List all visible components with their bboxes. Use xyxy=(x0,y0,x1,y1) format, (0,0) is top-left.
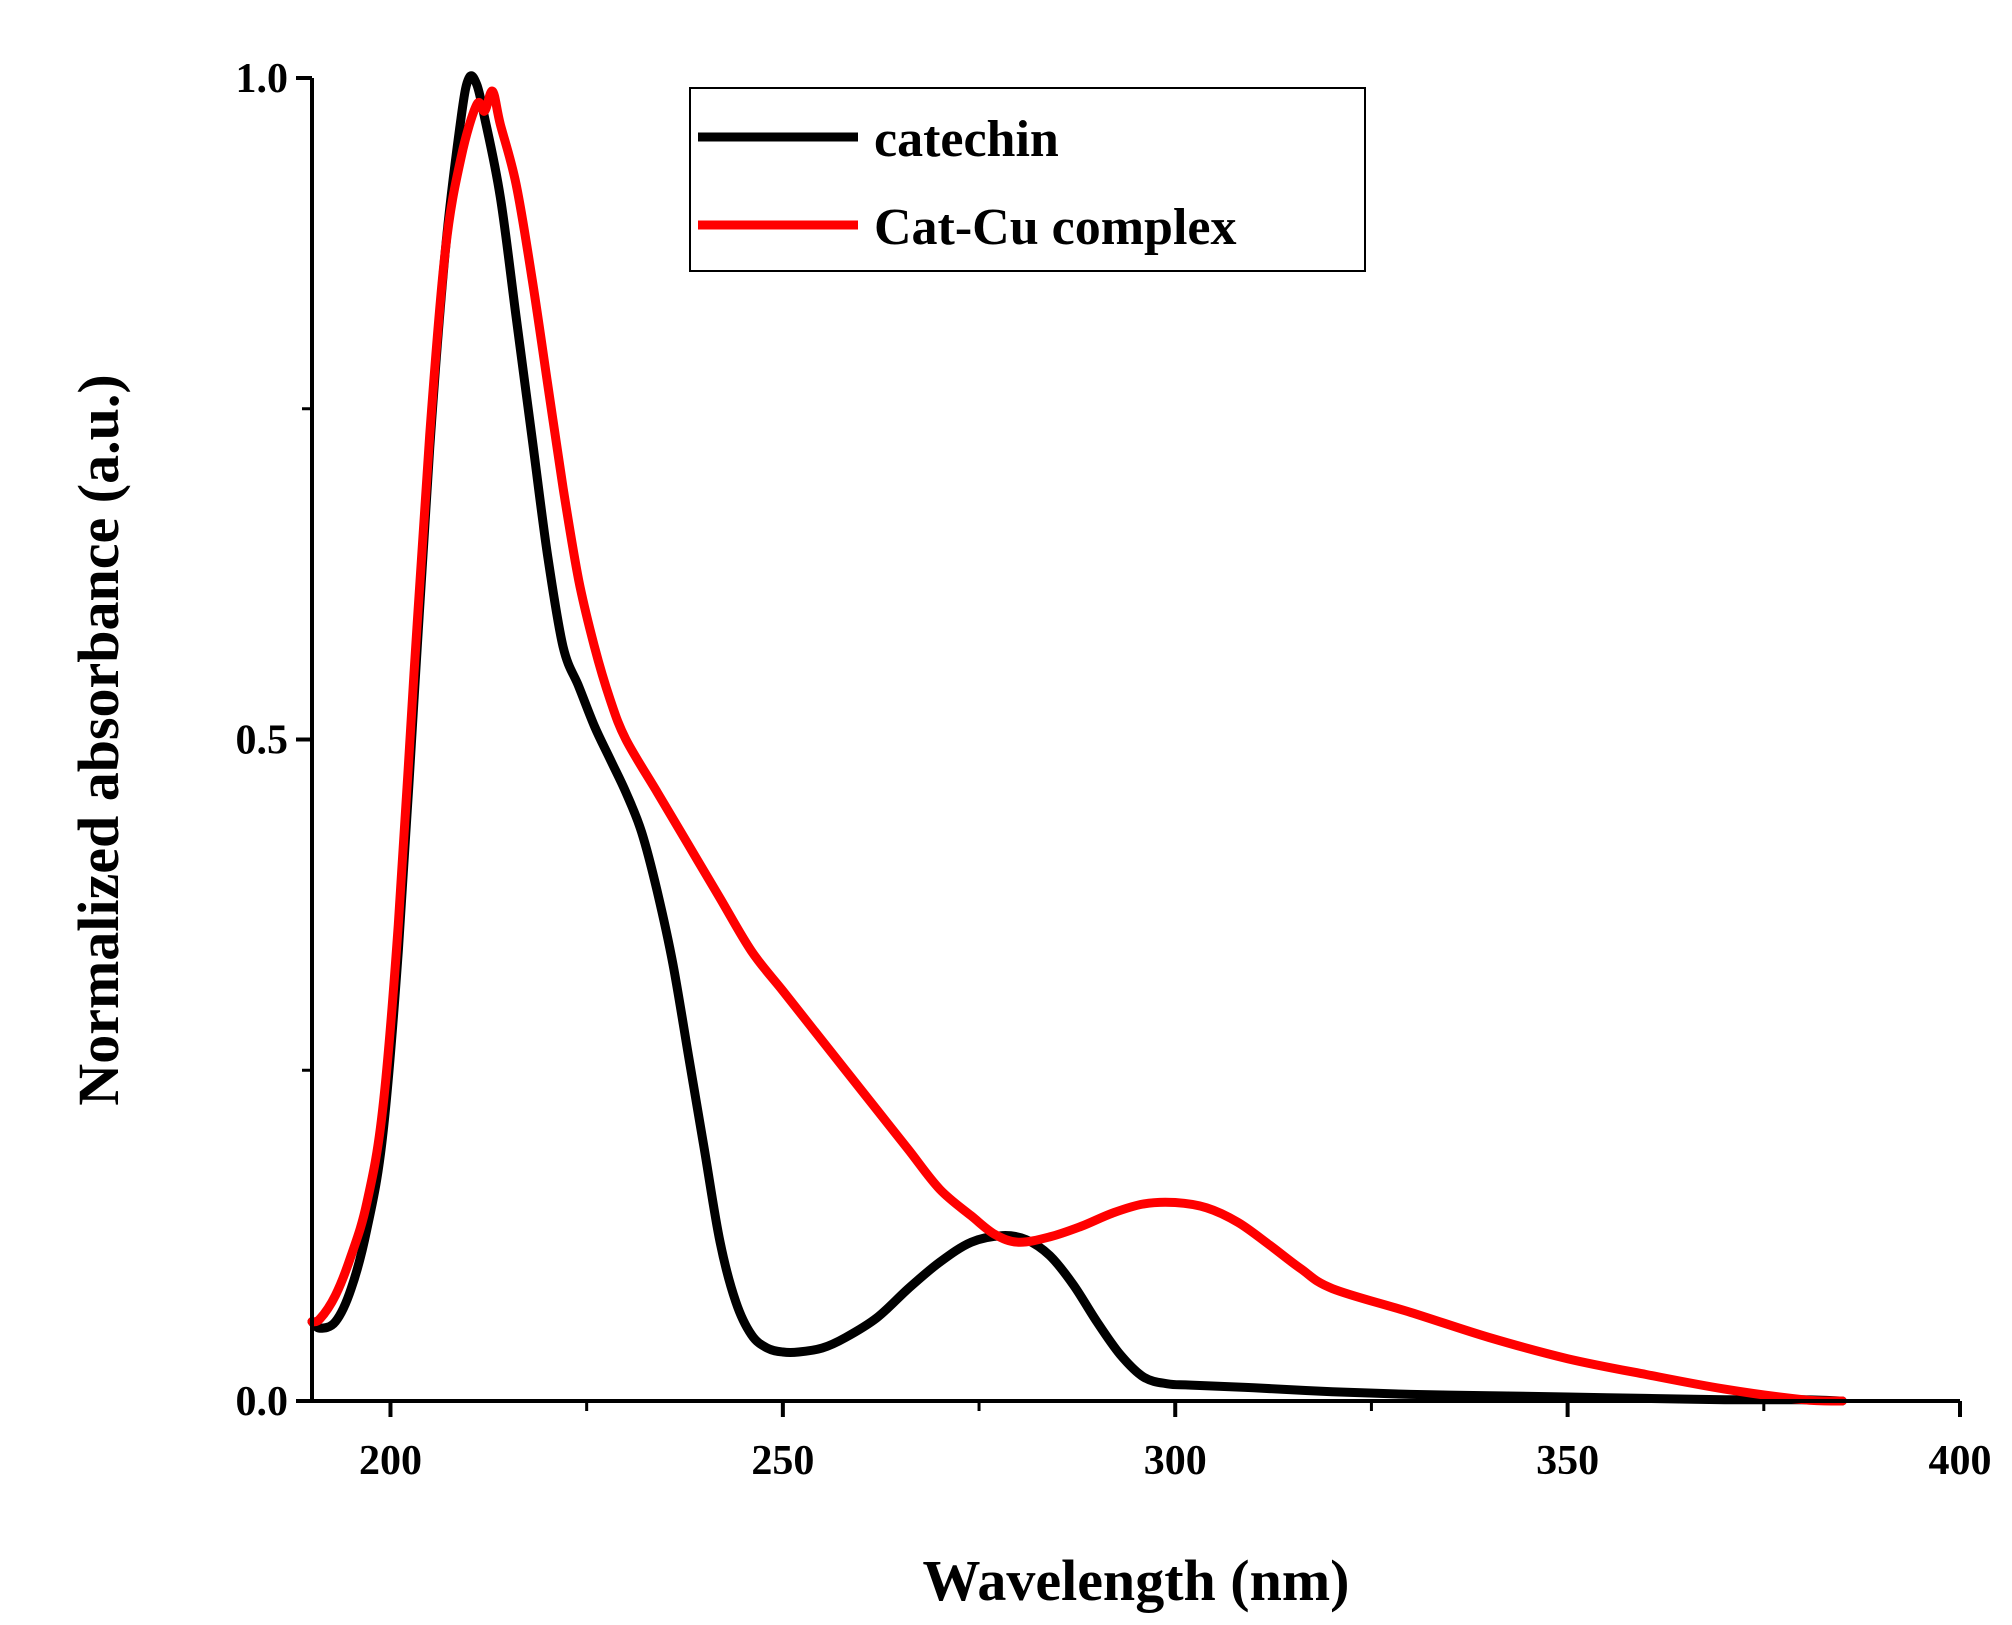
series-layer xyxy=(307,71,1847,1406)
x-axis-title: Wavelength (nm) xyxy=(923,1548,1350,1613)
legend: catechin Cat-Cu complex xyxy=(689,87,1366,272)
tick-layer: 200 250 300 350 400 0.0 0.5 1.0 xyxy=(236,56,1992,1484)
series-line-cat-cu-complex xyxy=(307,86,1847,1406)
legend-label-cat-cu-complex: Cat-Cu complex xyxy=(874,199,1237,256)
x-tick-label: 400 xyxy=(1929,1438,1992,1484)
series-line-catechin xyxy=(307,71,1847,1406)
x-tick-label: 350 xyxy=(1536,1438,1599,1484)
y-axis-title: Normalized absorbance (a.u.) xyxy=(66,374,131,1105)
legend-box xyxy=(689,87,1366,272)
y-tick-label: 0.5 xyxy=(236,718,289,764)
y-tick-label: 1.0 xyxy=(236,56,289,102)
x-tick-label: 200 xyxy=(359,1438,422,1484)
y-tick-label: 0.0 xyxy=(236,1379,289,1425)
x-tick-label: 250 xyxy=(751,1438,814,1484)
legend-label-catechin: catechin xyxy=(874,111,1059,168)
x-tick-label: 300 xyxy=(1144,1438,1207,1484)
